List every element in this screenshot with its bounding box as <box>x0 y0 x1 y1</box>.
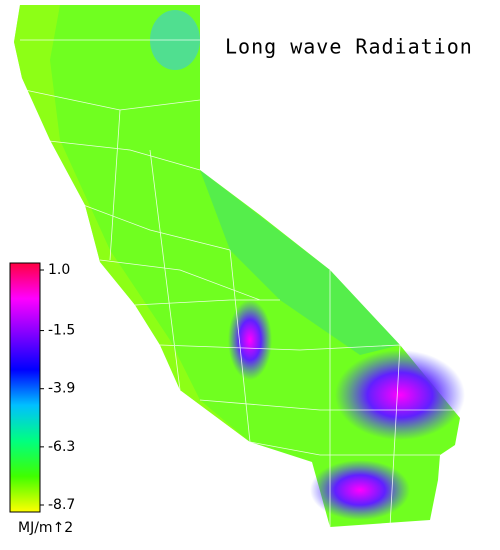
colorbar-tick-label: -6.3 <box>48 439 75 455</box>
california-map <box>14 5 465 528</box>
colorbar <box>9 262 41 513</box>
colorbar-tick-label: -1.5 <box>48 323 75 339</box>
sierra-hotspot <box>228 300 272 380</box>
coast-band <box>14 5 250 442</box>
mojave-hotspot <box>335 350 465 440</box>
colorbar-unit: MJ/m↑2 <box>18 520 73 536</box>
state-shape <box>14 5 460 527</box>
south-hotspot <box>310 460 410 520</box>
colorbar-tick-label: -3.9 <box>48 381 75 397</box>
county-lines <box>20 39 455 528</box>
desert-region <box>200 170 400 355</box>
colorbar-tick-label: -8.7 <box>48 497 75 513</box>
colorbar-tick-label: 1.0 <box>48 262 70 278</box>
map-title: Long wave Radiation <box>225 35 473 59</box>
